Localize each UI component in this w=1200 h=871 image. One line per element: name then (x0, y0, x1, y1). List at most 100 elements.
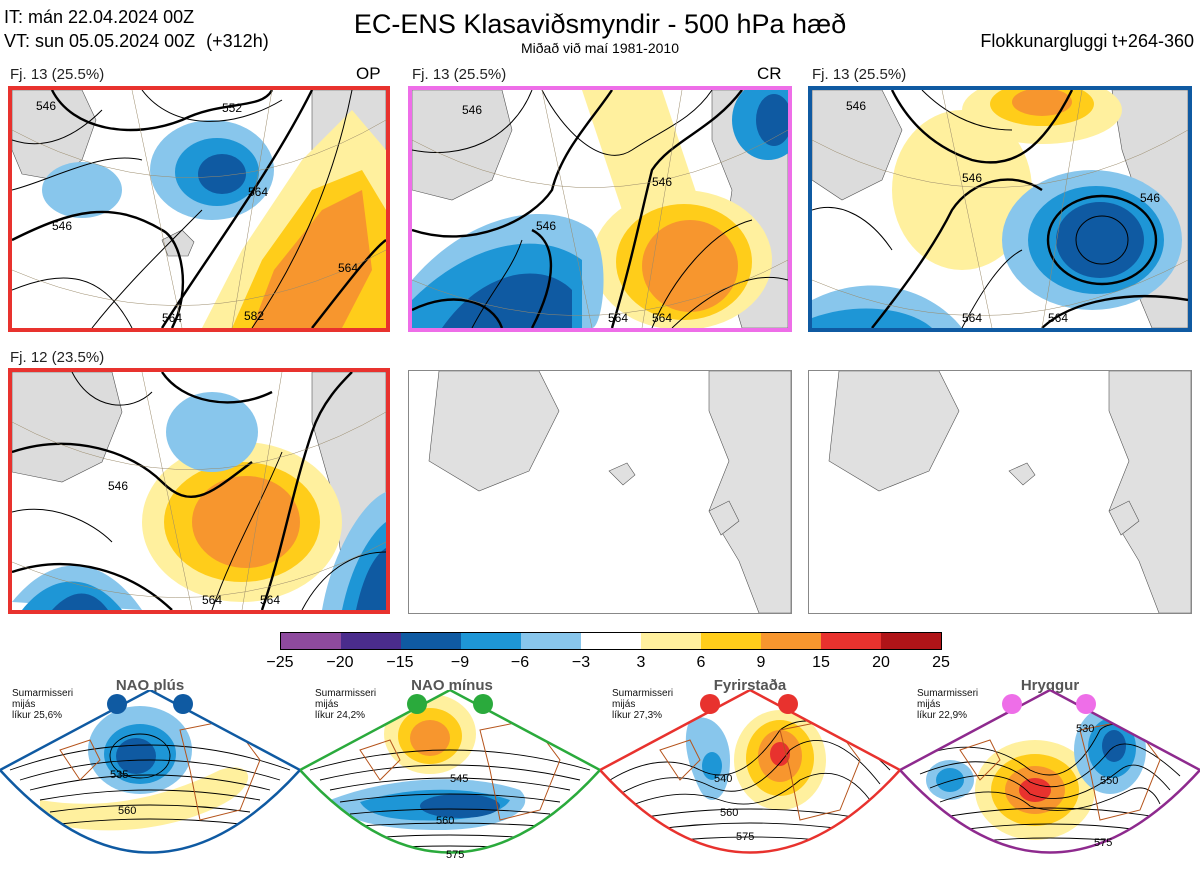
anomaly-positive (40, 767, 249, 831)
colorbar-swatch (461, 633, 521, 649)
lead-time: (+312h) (206, 31, 269, 51)
colorbar-tick: −6 (510, 654, 530, 671)
anomaly-negative-east-core (1102, 730, 1126, 762)
map-panel-2: 546 546 546 564 564 (408, 86, 792, 332)
contour-label: 546 (1140, 191, 1160, 205)
greenland-land (412, 90, 513, 201)
map-panel-4-plot: 546 564 564 (12, 372, 386, 610)
map-panel-1-plot: 546 564 546 552 582 564 564 (12, 90, 386, 328)
anomaly-positive-core (642, 220, 738, 312)
colorbar-swatch (821, 633, 881, 649)
colorbar-swatch (581, 633, 641, 649)
contour-label: 546 (652, 175, 672, 189)
anomaly-negative-sw-core (812, 308, 932, 328)
contour-label: 564 (962, 311, 982, 325)
colorbar-swatch (701, 633, 761, 649)
contour-label: 564 (260, 593, 280, 607)
regime-1-map: 535 560 (0, 690, 300, 854)
anomaly-positive-north-core (1012, 90, 1072, 116)
regime-2-title: NAO mínus (411, 677, 493, 694)
anomaly-negative-west-core (936, 768, 964, 792)
colorbar-swatch (281, 633, 341, 649)
anomaly-positive-core (410, 720, 450, 756)
colorbar-tick: −15 (386, 654, 414, 671)
map-panel-4: 546 564 564 (8, 368, 390, 614)
height-contours (812, 90, 1188, 328)
regime-info-line: Sumarmisseri (917, 688, 979, 699)
regime-4-info: Sumarmisseri mijás líkur 22,9% (917, 688, 978, 721)
regime-info-line: Sumarmisseri (612, 688, 674, 699)
regime-info-line: líkur 22,9% (917, 710, 968, 721)
contour-label: 564 (202, 593, 222, 607)
panel-2-label: Fj. 13 (25.5%) (412, 66, 507, 83)
regime-1-title: NAO plús (115, 677, 185, 694)
contour-label: 546 (536, 219, 556, 233)
contour-label: 546 (108, 479, 128, 493)
anomaly-negative-core (116, 738, 156, 774)
regime-info-line: líkur 24,2% (315, 710, 366, 721)
contour-label: 564 (608, 311, 628, 325)
regime-info-line: Sumarmisseri (12, 688, 74, 699)
colorbar-swatch (761, 633, 821, 649)
colorbar-swatch (341, 633, 401, 649)
panel-3-label: Fj. 13 (25.5%) (812, 66, 907, 83)
contour-label: 575 (446, 849, 464, 861)
regime-4-title: Hryggur (1020, 677, 1080, 694)
coastline (359, 739, 401, 781)
anomaly-positive-core (252, 190, 372, 328)
british-isles-land (708, 500, 740, 536)
regime-4-marker (1076, 694, 1096, 714)
regime-2-marker (473, 694, 493, 714)
regime-info-line: mijás (917, 699, 941, 710)
map-panel-1: 546 564 546 552 582 564 564 (8, 86, 390, 332)
map-panel-2-plot: 546 546 546 564 564 (412, 90, 788, 328)
contour-label: 564 (162, 311, 182, 325)
regime-3-marker (700, 694, 720, 714)
anomaly-negative-south (1010, 852, 1046, 853)
colorbar-tick: −9 (450, 654, 470, 671)
iceland-land (1008, 462, 1036, 486)
anomaly-negative-core (1056, 202, 1144, 278)
page-subtitle: Miðað við maí 1981-2010 (521, 40, 679, 56)
map-panel-3: 546 546 546 564 564 (808, 86, 1192, 332)
anomaly-negative-core (420, 794, 500, 818)
anomaly-negative-sw-core (52, 593, 108, 610)
colorbar-tick: 6 (696, 654, 706, 671)
regime-3-frame (600, 690, 900, 854)
colorbar-tick: −3 (571, 654, 591, 671)
anomaly-positive-peak (1019, 778, 1051, 802)
panel-2-tag: CR (757, 64, 782, 83)
greenland-land (428, 371, 560, 492)
contour-label: 530 (1076, 723, 1094, 735)
colorbar-swatch (401, 633, 461, 649)
regime-info-line: mijás (612, 699, 636, 710)
map-panel-3-plot: 546 546 546 564 564 (812, 90, 1188, 328)
contour-label: 575 (1094, 837, 1112, 849)
contour-label: 564 (338, 261, 358, 275)
map-panel-6 (808, 370, 1192, 614)
regime-2-map: 545 560 575 (300, 690, 600, 861)
regime-4-marker (1002, 694, 1022, 714)
regime-info-line: mijás (315, 699, 339, 710)
regime-3-title: Fyrirstaða (713, 677, 787, 694)
iceland-land (608, 462, 636, 486)
regime-1-marker (173, 694, 193, 714)
colorbar-swatch (881, 633, 941, 649)
map-panel-5-plot (428, 371, 791, 613)
colorbar-tick: 3 (636, 654, 646, 671)
regime-3-marker (778, 694, 798, 714)
height-contours (12, 372, 386, 610)
colorbar-tick: 20 (872, 654, 890, 671)
graticule (12, 90, 386, 328)
graticule (812, 90, 1188, 328)
colorbar-tick: −20 (326, 654, 354, 671)
regime-2-frame (300, 690, 600, 854)
valid-time-row: VT: sun 05.05.2024 00Z (+312h) (4, 30, 269, 52)
map-panel-6-plot (828, 371, 1191, 613)
panel-1-tag: OP (356, 64, 381, 83)
contour-label: 545 (450, 773, 468, 785)
anomaly-positive-core (192, 476, 300, 568)
anomaly-negative-east-core (356, 548, 386, 610)
contour-label: 546 (846, 99, 866, 113)
contour-label: 550 (1100, 775, 1118, 787)
